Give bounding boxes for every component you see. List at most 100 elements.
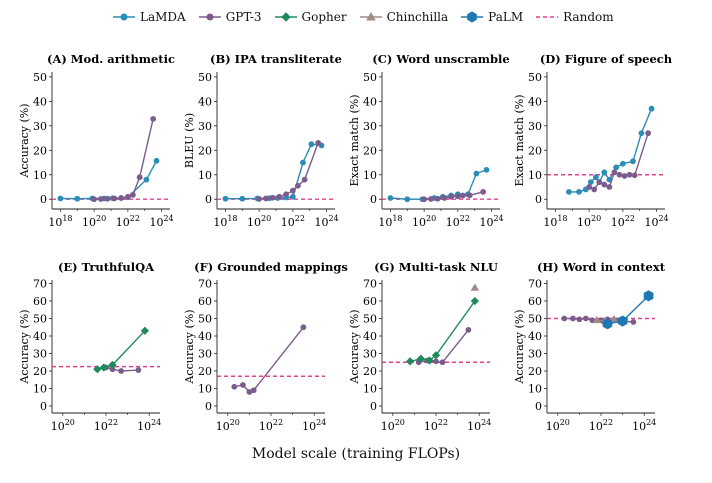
point-gpt-3 (300, 324, 307, 331)
y-tick-label: 60 (528, 295, 542, 308)
panel-title: (E) TruthfulQA (58, 260, 155, 274)
point-gpt-3 (466, 192, 473, 199)
y-tick-label: 10 (33, 383, 47, 396)
legend-label: PaLM (488, 10, 524, 24)
point-lamda (592, 174, 599, 181)
point-gpt-3 (570, 315, 576, 322)
y-tick-label: 50 (198, 313, 212, 326)
point-gpt-3 (645, 130, 652, 137)
y-tick-label: 10 (198, 383, 212, 396)
y-tick-label: 30 (198, 120, 212, 133)
point-chinchilla (470, 283, 480, 291)
point-gpt-3 (262, 195, 269, 202)
point-gpt-3 (630, 319, 637, 325)
series-line-gpt-3 (94, 118, 154, 200)
y-tick-label: 30 (198, 348, 212, 361)
legend-swatch (113, 13, 135, 21)
y-tick-label: 10 (528, 383, 542, 396)
point-lamda (483, 166, 490, 173)
panel-title: (H) Word in context (537, 260, 666, 274)
x-tick-label: 1020 (577, 214, 601, 229)
legend-label: Random (563, 10, 614, 24)
point-gopher (99, 363, 108, 372)
y-axis-label: Exact match (%) (348, 94, 361, 186)
y-tick-label: 0 (535, 400, 542, 413)
point-gpt-3 (616, 171, 623, 178)
x-tick-label: 1020 (247, 214, 271, 229)
point-gpt-3 (439, 359, 446, 366)
y-tick-label: 20 (33, 365, 47, 378)
y-axis-label: BLEU (%) (183, 113, 196, 168)
legend-marker (280, 12, 291, 22)
y-tick-label: 70 (198, 278, 212, 291)
point-lamda (566, 188, 572, 195)
y-tick-label: 30 (363, 348, 377, 361)
y-tick-label: 20 (198, 144, 212, 157)
point-gpt-3 (124, 193, 131, 200)
panel-title: (B) IPA transliterate (210, 52, 342, 66)
point-gpt-3 (250, 387, 257, 394)
point-lamda (630, 158, 636, 165)
point-gpt-3 (289, 187, 296, 194)
point-lamda (404, 196, 411, 203)
x-tick-label: 1024 (149, 214, 173, 229)
point-gopher (416, 354, 425, 363)
y-tick-label: 20 (528, 365, 542, 378)
x-tick-label: 1020 (82, 214, 106, 229)
y-tick-label: 60 (363, 295, 377, 308)
point-lamda (387, 195, 394, 201)
y-tick-label: 30 (528, 348, 542, 361)
x-tick-label: 1024 (644, 214, 668, 229)
y-tick-label: 30 (528, 120, 542, 133)
point-gpt-3 (465, 326, 472, 333)
point-lamda (153, 157, 160, 164)
legend-item-random: Random (535, 10, 614, 24)
y-tick-label: 70 (528, 278, 542, 291)
point-gpt-3 (433, 358, 439, 365)
point-gpt-3 (582, 315, 589, 322)
point-gpt-3 (441, 195, 448, 201)
y-tick-label: 50 (33, 71, 47, 84)
y-tick-label: 20 (198, 365, 212, 378)
point-lamda (222, 195, 229, 202)
point-gpt-3 (91, 196, 98, 203)
y-tick-label: 50 (363, 313, 377, 326)
point-gpt-3 (421, 196, 428, 203)
point-gpt-3 (448, 193, 455, 200)
point-lamda (239, 195, 246, 202)
point-gpt-3 (283, 191, 290, 198)
legend-item-palm: PaLM (460, 10, 523, 24)
point-gopher (431, 351, 441, 360)
y-tick-label: 30 (363, 120, 377, 133)
y-tick-label: 40 (363, 95, 377, 108)
y-tick-label: 10 (33, 169, 47, 182)
point-palm (602, 318, 613, 330)
point-gpt-3 (596, 179, 603, 185)
y-axis-label: Accuracy (%) (513, 309, 526, 384)
x-tick-label: 1022 (281, 214, 305, 229)
x-tick-label: 1020 (546, 418, 570, 433)
point-lamda (308, 141, 315, 148)
x-tick-label: 1024 (302, 418, 326, 433)
point-gpt-3 (586, 184, 593, 190)
point-gpt-3 (631, 172, 638, 179)
point-palm (617, 315, 628, 327)
legend-item-gopher: Gopher (274, 10, 347, 24)
x-tick-label: 1024 (479, 214, 503, 229)
point-lamda (619, 160, 626, 167)
panel-title: (F) Grounded mappings (194, 260, 348, 274)
point-lamda (613, 164, 620, 171)
y-tick-label: 20 (363, 365, 377, 378)
point-gpt-3 (626, 171, 633, 178)
x-tick-label: 1020 (412, 214, 436, 229)
point-lamda (587, 179, 594, 185)
y-tick-label: 10 (198, 169, 212, 182)
legend-swatch (198, 13, 221, 21)
y-axis-label: Accuracy (%) (348, 309, 361, 384)
legend-swatch (274, 12, 297, 22)
legend-item-lamda: LaMDA (112, 10, 186, 24)
y-tick-label: 0 (370, 400, 377, 413)
